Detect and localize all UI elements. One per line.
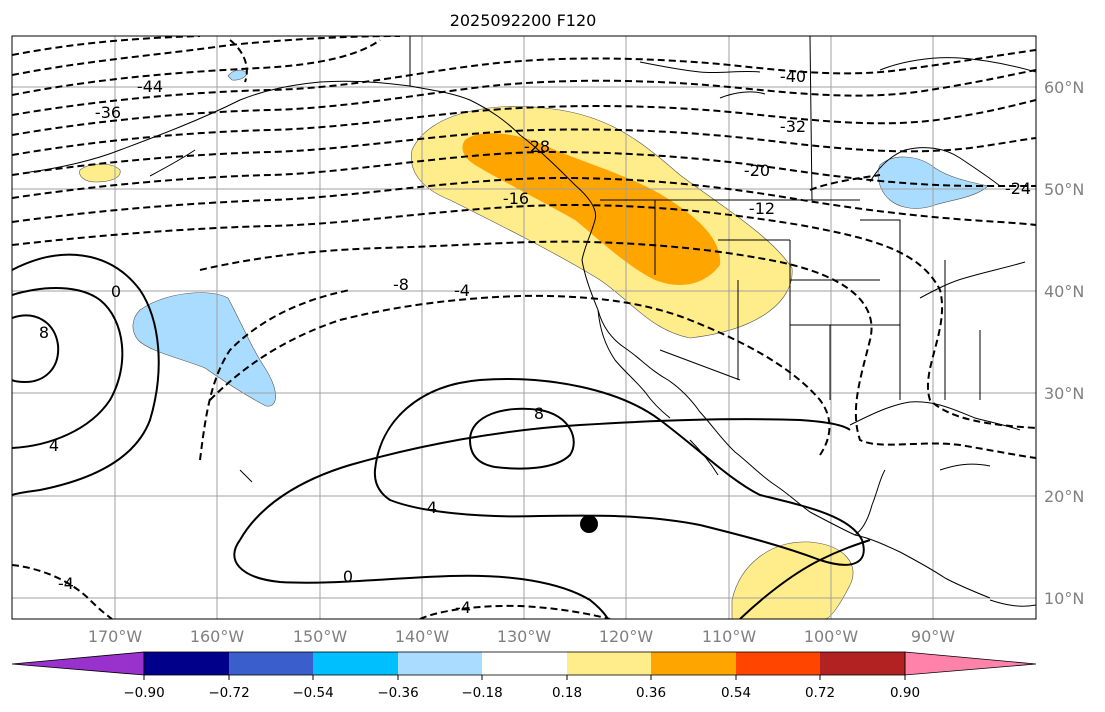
contour-label: -4 <box>454 281 470 300</box>
colorbar-extend-high <box>904 651 1037 676</box>
lon-tick-label: 160°W <box>190 627 245 646</box>
contour-label: -24 <box>1005 179 1031 198</box>
colorbar-segment <box>482 652 567 675</box>
lat-tick-label: 20°N <box>1044 487 1084 506</box>
storm-position-marker <box>580 515 598 533</box>
colorbar-tick-label: 0.54 <box>721 685 751 701</box>
lon-tick-label: 170°W <box>88 627 143 646</box>
contour-label: -40 <box>780 67 806 86</box>
colorbar-segment <box>229 652 313 675</box>
positive-contours <box>12 253 871 619</box>
colorbar-tick-label: −0.72 <box>208 685 249 701</box>
shade-positive-bering <box>79 163 121 183</box>
colorbar-segment <box>567 652 651 675</box>
colorbar-segment <box>144 652 229 675</box>
colorbar-tick-label: 0.36 <box>636 685 666 701</box>
colorbar-segment <box>398 652 482 675</box>
colorbar-segment <box>820 652 905 675</box>
shade-negative-aleutian <box>227 69 248 81</box>
coastlines <box>29 36 1036 607</box>
lat-tick-label: 50°N <box>1044 180 1084 199</box>
contour-label: 0 <box>111 282 121 301</box>
colorbar-tick-label: 0.90 <box>890 685 920 701</box>
contour-labels: -44 -36 -40 -32 -28 -20 -24 -16 -12 -8 -… <box>39 67 1031 617</box>
map-frame <box>11 35 1037 620</box>
lat-tick-label: 40°N <box>1044 282 1084 301</box>
contour-label: -4 <box>58 574 74 593</box>
contour-label: 0 <box>343 567 353 586</box>
colorbar-tick-label: −0.36 <box>377 685 418 701</box>
lat-tick-label: 30°N <box>1044 384 1084 403</box>
shade-strong-pacific-northwest <box>462 133 721 285</box>
contour-label: -28 <box>524 137 550 156</box>
lat-tick-label: 10°N <box>1044 589 1084 608</box>
colorbar-frame <box>143 651 906 676</box>
negative-contours <box>12 36 1036 619</box>
contour-label: 4 <box>49 436 59 455</box>
contour-label: -20 <box>744 161 770 180</box>
colorbar-extend-low <box>11 651 145 676</box>
contour-label: -32 <box>780 117 806 136</box>
contour-label: 4 <box>427 498 437 517</box>
latitude-labels: 60°N 50°N 40°N 30°N 20°N 10°N <box>1044 78 1084 608</box>
lon-tick-label: 110°W <box>702 627 757 646</box>
contour-label: -36 <box>95 103 121 122</box>
contour-label: -44 <box>137 77 163 96</box>
colorbar: −0.90 −0.72 −0.54 −0.36 −0.18 0.18 0.36 … <box>11 651 1037 701</box>
longitude-labels: 170°W 160°W 150°W 140°W 130°W 120°W 110°… <box>88 627 955 646</box>
lon-tick-label: 140°W <box>395 627 450 646</box>
map-area: -44 -36 -40 -32 -28 -20 -24 -16 -12 -8 -… <box>12 36 1036 619</box>
lon-tick-label: 90°W <box>911 627 955 646</box>
figure-title: 2025092200 F120 <box>450 11 597 30</box>
colorbar-tick-label: −0.54 <box>292 685 333 701</box>
colorbar-segment <box>313 652 398 675</box>
colorbar-tick-label: −0.18 <box>461 685 502 701</box>
contour-label: -16 <box>503 189 529 208</box>
lon-tick-label: 120°W <box>599 627 654 646</box>
graticule <box>12 36 1036 619</box>
lon-tick-label: 100°W <box>804 627 859 646</box>
colorbar-tick-label: 0.18 <box>552 685 582 701</box>
contour-label: -8 <box>393 275 409 294</box>
colorbar-tick-label: 0.72 <box>805 685 835 701</box>
lat-tick-label: 60°N <box>1044 78 1084 97</box>
contour-label: -12 <box>749 199 775 218</box>
shade-negative-central-pacific <box>132 292 276 407</box>
contour-label: 8 <box>534 404 544 423</box>
lon-tick-label: 150°W <box>293 627 348 646</box>
contour-label: -4 <box>455 598 471 617</box>
colorbar-segment <box>736 652 820 675</box>
colorbar-tick-label: −0.90 <box>123 685 164 701</box>
lon-tick-label: 130°W <box>497 627 552 646</box>
colorbar-segment <box>651 652 736 675</box>
contour-label: 8 <box>39 323 49 342</box>
